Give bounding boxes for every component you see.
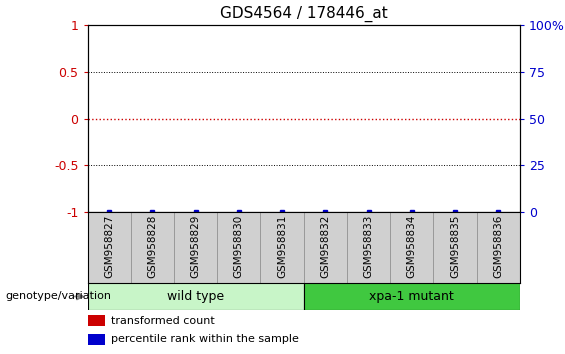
Text: GSM958828: GSM958828 [147, 215, 158, 278]
Text: GSM958833: GSM958833 [363, 215, 373, 278]
Text: GSM958829: GSM958829 [190, 215, 201, 278]
Bar [88, 315, 105, 326]
Text: GSM958832: GSM958832 [320, 215, 331, 278]
Bar [304, 283, 520, 310]
Bar [88, 283, 304, 310]
Text: GSM958831: GSM958831 [277, 215, 287, 278]
Text: GSM958827: GSM958827 [104, 215, 114, 278]
Text: xpa-1 mutant: xpa-1 mutant [370, 290, 454, 303]
Text: wild type: wild type [167, 290, 224, 303]
Title: GDS4564 / 178446_at: GDS4564 / 178446_at [220, 6, 388, 22]
Text: percentile rank within the sample: percentile rank within the sample [111, 334, 299, 344]
Text: GSM958836: GSM958836 [493, 215, 503, 278]
Text: GSM958834: GSM958834 [407, 215, 417, 278]
Text: GSM958835: GSM958835 [450, 215, 460, 278]
Text: genotype/variation: genotype/variation [6, 291, 112, 302]
Text: transformed count: transformed count [111, 316, 215, 326]
Text: GSM958830: GSM958830 [234, 215, 244, 278]
Bar [88, 334, 105, 345]
